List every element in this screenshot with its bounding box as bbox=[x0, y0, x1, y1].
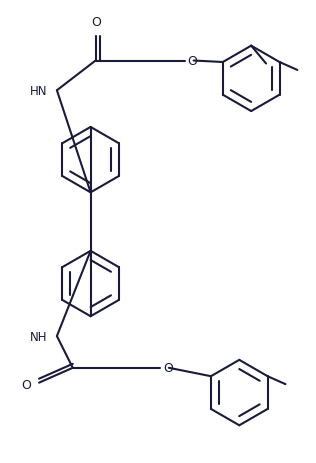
Text: NH: NH bbox=[29, 330, 47, 343]
Text: O: O bbox=[163, 362, 173, 375]
Text: O: O bbox=[92, 16, 101, 29]
Text: O: O bbox=[21, 378, 31, 391]
Text: O: O bbox=[188, 55, 198, 68]
Text: HN: HN bbox=[29, 85, 47, 98]
